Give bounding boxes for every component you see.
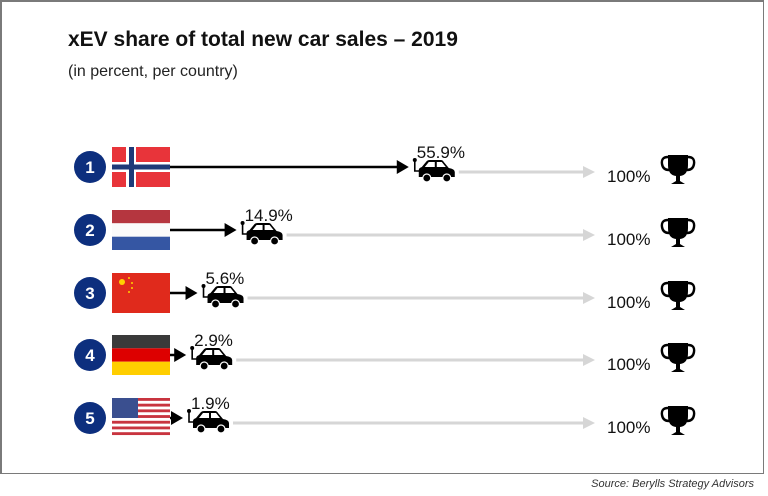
rank-circle	[74, 402, 106, 434]
chart-title: xEV share of total new car sales – 2019	[68, 28, 458, 51]
source-note: Source: Berylls Strategy Advisors	[591, 478, 754, 490]
row-china: 3 5.6% 100%	[74, 269, 696, 313]
rank-label: 1	[85, 158, 94, 177]
rank-label: 4	[85, 346, 95, 365]
value-label: 14.9%	[245, 206, 293, 225]
track-arrowhead	[583, 292, 595, 304]
row-netherlands: 2 14.9% 100%	[74, 206, 696, 250]
row-germany: 4 2.9% 100%	[74, 331, 696, 375]
electric-car-icon	[190, 346, 233, 371]
value-label: 55.9%	[417, 143, 465, 162]
rank-circle	[74, 214, 106, 246]
track-arrowhead	[583, 166, 595, 178]
flag-netherlands	[112, 210, 170, 250]
chart-subtitle: (in percent, per country)	[68, 63, 238, 80]
flag-germany	[112, 335, 170, 375]
trophy-icon	[660, 281, 696, 310]
rank-circle	[74, 339, 106, 371]
rank-label: 5	[85, 409, 94, 428]
rank-label: 3	[85, 284, 94, 303]
electric-car-icon	[240, 221, 283, 246]
trophy-icon	[660, 218, 696, 247]
flag-china	[112, 273, 170, 313]
rank-label: 2	[85, 221, 94, 240]
electric-car-icon	[412, 158, 455, 183]
flag-norway	[112, 147, 170, 187]
arrow-head	[396, 160, 409, 174]
electric-car-icon	[201, 284, 244, 309]
arrow-head	[171, 411, 183, 425]
electric-car-icon	[187, 409, 229, 434]
track-arrowhead	[583, 417, 595, 429]
max-label: 100%	[607, 230, 650, 249]
trophy-icon	[660, 406, 696, 435]
trophy-icon	[660, 343, 696, 372]
arrow-head	[174, 348, 187, 362]
row-norway: 1 55.9% 100%	[74, 143, 696, 187]
track-arrowhead	[583, 229, 595, 241]
flag-usa	[112, 398, 170, 436]
track-arrowhead	[583, 354, 595, 366]
max-label: 100%	[607, 418, 650, 437]
value-label: 2.9%	[194, 331, 233, 350]
max-label: 100%	[607, 167, 650, 186]
max-label: 100%	[607, 293, 650, 312]
value-label: 5.6%	[206, 269, 245, 288]
rank-circle	[74, 277, 106, 309]
chart-frame	[0, 0, 764, 474]
value-label: 1.9%	[191, 394, 230, 413]
row-usa: 5 1.9% 100%	[74, 394, 696, 437]
rank-circle	[74, 151, 106, 183]
trophy-icon	[660, 155, 696, 184]
arrow-head	[224, 223, 237, 237]
arrow-head	[185, 286, 198, 300]
max-label: 100%	[607, 355, 650, 374]
